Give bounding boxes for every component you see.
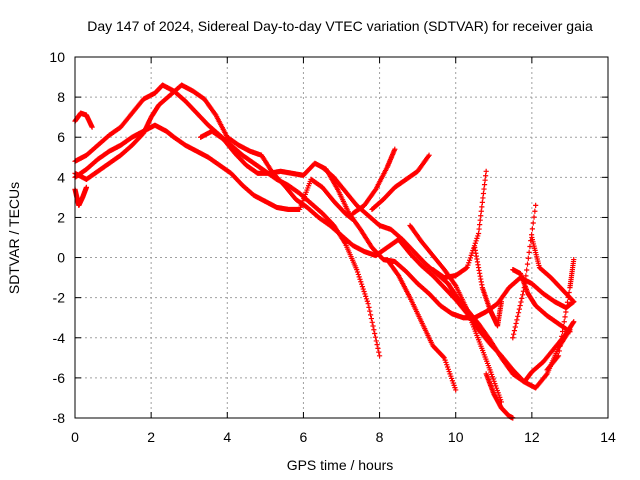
x-tick-label: 6 (300, 429, 308, 445)
y-tick-label: -8 (53, 410, 66, 426)
y-tick-label: 4 (57, 169, 65, 185)
series-track (385, 258, 458, 391)
data-series (384, 256, 459, 393)
data-point (376, 353, 383, 359)
series-track (73, 82, 572, 391)
data-points (72, 82, 577, 421)
data-series (544, 256, 577, 373)
y-tick-label: 0 (57, 250, 65, 266)
data-point (475, 230, 482, 237)
series-track (545, 258, 577, 372)
chart-title: Day 147 of 2024, Sidereal Day-to-day VTE… (87, 18, 593, 34)
x-tick-label: 10 (448, 429, 464, 445)
y-axis-label: SDTVAR / TECUs (6, 182, 22, 294)
data-point (510, 335, 516, 341)
data-series (407, 222, 504, 405)
series-track (511, 208, 538, 337)
series-track (472, 247, 504, 328)
data-series (350, 146, 398, 217)
data-series (430, 168, 489, 281)
data-series (510, 202, 539, 341)
x-tick-label: 2 (147, 429, 155, 445)
data-point (365, 301, 371, 307)
series-track (351, 147, 397, 216)
data-point (533, 202, 539, 209)
data-series (472, 244, 504, 329)
y-tick-label: -2 (53, 290, 66, 306)
x-tick-label: 8 (376, 429, 384, 445)
x-tick-label: 12 (524, 429, 540, 445)
y-tick-label: -4 (53, 330, 66, 346)
x-tick-label: 4 (223, 429, 231, 445)
y-tick-label: 10 (49, 49, 65, 65)
series-track (73, 123, 355, 222)
data-point (483, 168, 489, 174)
series-track (370, 153, 431, 212)
series-track (73, 82, 382, 355)
data-series (72, 82, 383, 359)
x-axis-label: GPS time / hours (287, 457, 394, 473)
x-tick-label: 0 (71, 429, 79, 445)
series-track (431, 173, 489, 281)
x-tick-label: 14 (600, 429, 616, 445)
y-tick-label: 2 (57, 209, 65, 225)
data-series (72, 122, 356, 223)
data-series (369, 152, 432, 213)
y-tick-label: -6 (53, 370, 66, 386)
series-track (484, 372, 516, 421)
plot-frame (74, 56, 609, 419)
y-tick-label: 6 (57, 129, 65, 145)
tick-labels: 0 2 4 6 8 10 12 14 -8 -6 -4 -2 0 2 4 6 8 10 (49, 49, 616, 445)
data-point (521, 285, 527, 291)
y-tick-label: 8 (57, 89, 65, 105)
